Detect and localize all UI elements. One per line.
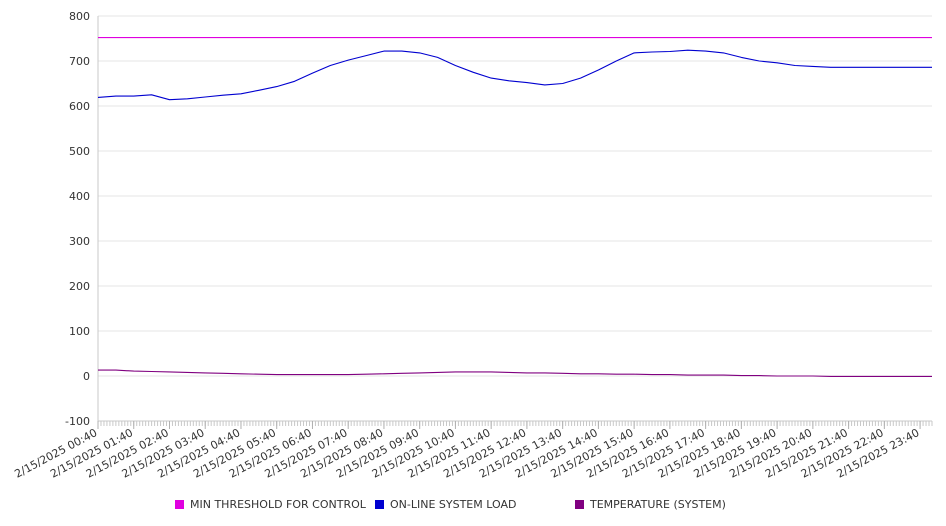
series-line-1	[97, 49, 932, 101]
legend-item-min-threshold[interactable]: MIN THRESHOLD FOR CONTROL	[175, 498, 366, 511]
y-tick-label: 200	[69, 280, 90, 293]
y-tick-label: 100	[69, 325, 90, 338]
y-tick-label: 0	[83, 370, 90, 383]
legend-item-temperature[interactable]: TEMPERATURE (SYSTEM)	[575, 498, 726, 511]
y-tick-label: 300	[69, 235, 90, 248]
legend-item-system-load[interactable]: ON-LINE SYSTEM LOAD	[375, 498, 516, 511]
legend-swatch-system-load	[375, 500, 384, 509]
y-tick-label: 800	[69, 10, 90, 23]
series-line-2	[98, 369, 932, 377]
y-tick-label: -100	[65, 415, 90, 428]
y-tick-label: 400	[69, 190, 90, 203]
legend-label-system-load: ON-LINE SYSTEM LOAD	[390, 498, 517, 511]
legend-swatch-temperature	[575, 500, 584, 509]
y-tick-label: 600	[69, 100, 90, 113]
y-tick-label: 700	[69, 55, 90, 68]
legend-label-temperature: TEMPERATURE (SYSTEM)	[590, 498, 726, 511]
legend-label-min-threshold: MIN THRESHOLD FOR CONTROL	[190, 498, 366, 511]
legend-swatch-min-threshold	[175, 500, 184, 509]
y-tick-label: 500	[69, 145, 90, 158]
legend: MIN THRESHOLD FOR CONTROL ON-LINE SYSTEM…	[0, 498, 946, 514]
